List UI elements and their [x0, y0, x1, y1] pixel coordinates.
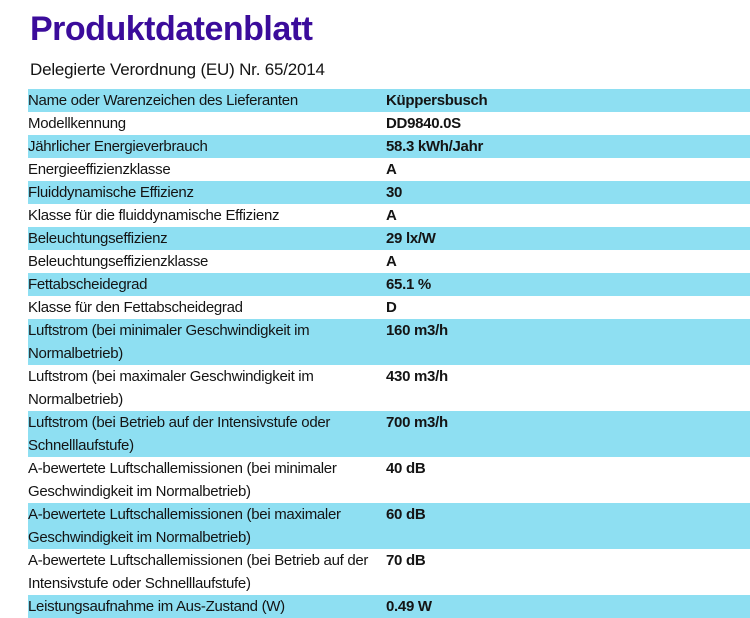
row-value: D — [386, 299, 397, 316]
table-row: A-bewertete Luftschallemissionen (bei mi… — [28, 457, 750, 503]
table-row: Beleuchtungseffizienzklasse A — [28, 250, 750, 273]
row-value: A — [386, 253, 397, 270]
product-data-table-body: Name oder Warenzeichen des Lieferanten K… — [28, 89, 750, 618]
row-value: 40 dB — [386, 460, 426, 477]
table-row: Luftstrom (bei Betrieb auf der Intensivs… — [28, 411, 750, 457]
table-row: A-bewertete Luftschallemissionen (bei ma… — [28, 503, 750, 549]
page-title: Produktdatenblatt — [30, 10, 313, 48]
row-label: Klasse für die fluiddynamische Effizienz — [28, 207, 280, 224]
row-label: A-bewertete Luftschallemissionen (bei Be… — [28, 552, 369, 592]
table-row: Jährlicher Energieverbrauch 58.3 kWh/Jah… — [28, 135, 750, 158]
row-label: Fluiddynamische Effizienz — [28, 181, 386, 204]
row-value: 58.3 kWh/Jahr — [386, 135, 750, 158]
table-row: Energieeffizienzklasse A — [28, 158, 750, 181]
row-label: Luftstrom (bei Betrieb auf der Intensivs… — [28, 411, 386, 457]
row-value: 30 — [386, 181, 750, 204]
table-row: Name oder Warenzeichen des Lieferanten K… — [28, 89, 750, 112]
table-row: Luftstrom (bei minimaler Geschwindigkeit… — [28, 319, 750, 365]
table-row: Fettabscheidegrad 65.1 % — [28, 273, 750, 296]
row-value: 160 m3/h — [386, 319, 750, 365]
row-label: Fettabscheidegrad — [28, 273, 386, 296]
row-label: Modellkennung — [28, 115, 126, 132]
table-row: Klasse für den Fettabscheidegrad D — [28, 296, 750, 319]
row-label: A-bewertete Luftschallemissionen (bei mi… — [28, 460, 337, 500]
table-row: Luftstrom (bei maximaler Geschwindigkeit… — [28, 365, 750, 411]
row-label: Beleuchtungseffizienzklasse — [28, 253, 209, 270]
row-value: A — [386, 161, 397, 178]
product-data-table: Name oder Warenzeichen des Lieferanten K… — [28, 89, 750, 618]
row-label: A-bewertete Luftschallemissionen (bei ma… — [28, 503, 386, 549]
table-row: Fluiddynamische Effizienz 30 — [28, 181, 750, 204]
row-value: DD9840.0S — [386, 115, 461, 132]
row-value: 65.1 % — [386, 273, 750, 296]
row-value: 60 dB — [386, 503, 750, 549]
row-value: 29 lx/W — [386, 227, 750, 250]
row-value: A — [386, 207, 397, 224]
regulation-subtitle: Delegierte Verordnung (EU) Nr. 65/2014 — [30, 60, 325, 79]
table-row: A-bewertete Luftschallemissionen (bei Be… — [28, 549, 750, 595]
row-label: Energieeffizienzklasse — [28, 161, 171, 178]
row-label: Klasse für den Fettabscheidegrad — [28, 299, 243, 316]
row-label: Luftstrom (bei minimaler Geschwindigkeit… — [28, 319, 386, 365]
row-value: 0.49 W — [386, 595, 750, 618]
row-label: Leistungsaufnahme im Aus-Zustand (W) — [28, 595, 386, 618]
row-label: Beleuchtungseffizienz — [28, 227, 386, 250]
row-label: Jährlicher Energieverbrauch — [28, 135, 386, 158]
row-value: 70 dB — [386, 552, 426, 569]
table-row: Klasse für die fluiddynamische Effizienz… — [28, 204, 750, 227]
row-value: 700 m3/h — [386, 411, 750, 457]
row-label: Luftstrom (bei maximaler Geschwindigkeit… — [28, 368, 314, 408]
table-row: Modellkennung DD9840.0S — [28, 112, 750, 135]
row-label: Name oder Warenzeichen des Lieferanten — [28, 89, 386, 112]
table-row: Beleuchtungseffizienz 29 lx/W — [28, 227, 750, 250]
row-value: 430 m3/h — [386, 368, 448, 385]
row-value: Küppersbusch — [386, 89, 750, 112]
table-row: Leistungsaufnahme im Aus-Zustand (W) 0.4… — [28, 595, 750, 618]
